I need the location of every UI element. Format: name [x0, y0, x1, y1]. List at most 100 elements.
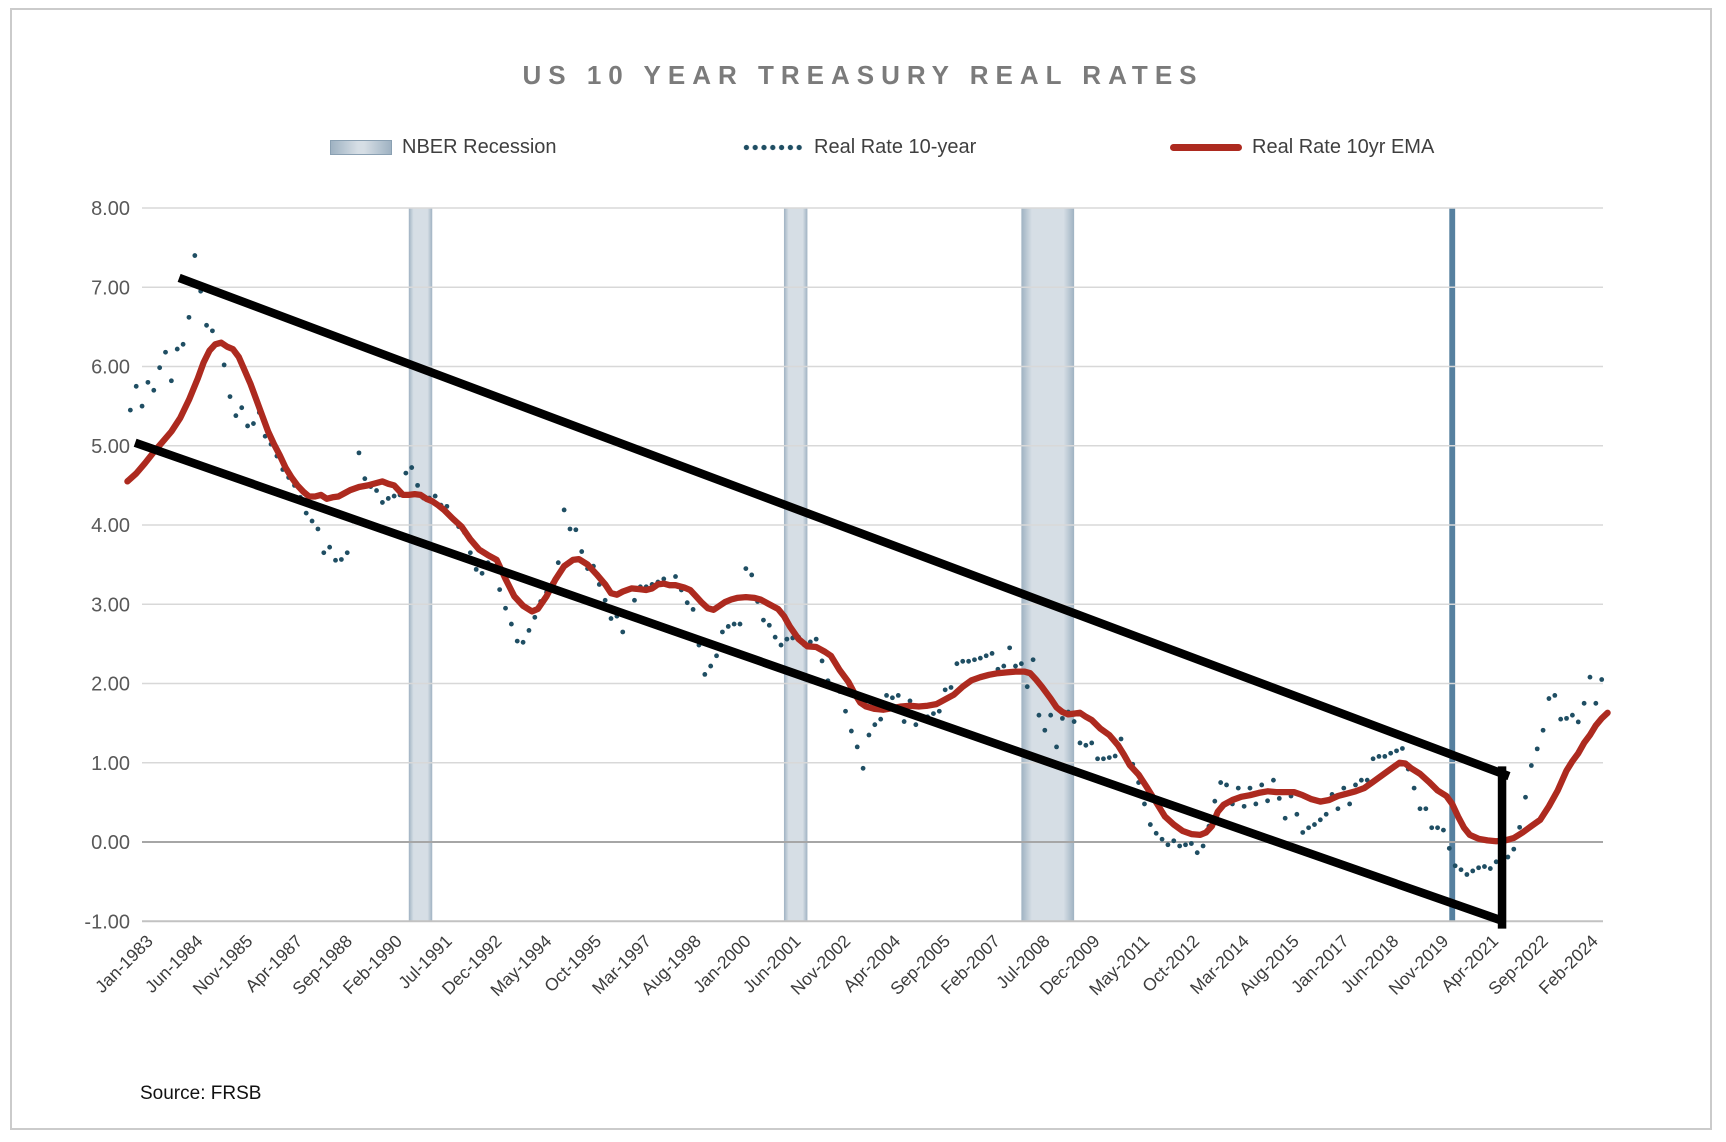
- recession-band: [1021, 208, 1075, 922]
- data-point: [174, 346, 180, 352]
- data-point: [1083, 742, 1089, 748]
- data-point: [1300, 830, 1306, 835]
- series-real-rate-10-year: [127, 253, 1605, 877]
- data-point: [409, 465, 415, 470]
- data-point: [514, 638, 520, 644]
- data-point: [380, 500, 385, 505]
- data-point: [391, 493, 397, 499]
- y-axis-labels: 8.00 7.00 6.00 5.00 4.00 3.00 2.00 1.00 0.00 -1.0…: [84, 198, 130, 933]
- series-real-rate-10yr-ema: [124, 339, 1611, 845]
- data-point: [415, 482, 420, 488]
- data-point: [139, 403, 145, 409]
- data-point: [403, 470, 409, 476]
- data-point: [725, 624, 731, 629]
- data-point: [1030, 657, 1036, 663]
- data-point: [1282, 815, 1288, 821]
- data-point: [1528, 763, 1534, 768]
- data-point: [432, 493, 438, 499]
- y-tick-label: 7.00: [91, 277, 130, 299]
- data-point: [168, 378, 174, 384]
- data-point: [936, 708, 942, 714]
- data-point: [1435, 825, 1440, 831]
- data-point: [374, 488, 379, 493]
- recession-band: [408, 208, 433, 922]
- data-point: [1464, 872, 1470, 877]
- data-point: [860, 765, 866, 771]
- data-point: [210, 328, 215, 334]
- data-point: [338, 557, 344, 562]
- data-point: [1153, 830, 1159, 836]
- y-tick-label: 8.00: [91, 198, 130, 220]
- x-axis-labels: Jan-1983Jun-1984Nov-1985Apr-1987Sep-1988…: [91, 931, 1602, 1000]
- data-point: [1534, 746, 1540, 752]
- data-point: [1101, 756, 1106, 762]
- data-point: [1042, 727, 1048, 733]
- data-point: [157, 365, 163, 371]
- data-point: [1159, 836, 1165, 842]
- data-point: [1517, 824, 1523, 830]
- y-tick-label: 2.00: [91, 674, 130, 696]
- trend-line: [133, 438, 1505, 926]
- data-point: [526, 628, 532, 633]
- data-point: [344, 550, 350, 556]
- data-point: [467, 550, 473, 556]
- legend-item-nber-recession: NBER Recession: [330, 134, 557, 160]
- data-point: [1341, 785, 1347, 791]
- data-point: [749, 572, 755, 578]
- data-point: [1165, 842, 1171, 848]
- data-point: [1511, 846, 1517, 852]
- data-point: [1382, 754, 1388, 759]
- data-point: [813, 636, 819, 642]
- data-point: [661, 576, 667, 582]
- data-point: [1241, 803, 1247, 809]
- data-point: [608, 616, 614, 621]
- data-point: [1493, 859, 1499, 865]
- data-point: [1411, 785, 1417, 791]
- data-point: [743, 566, 749, 571]
- data-point: [1523, 794, 1528, 800]
- recession-band: [783, 208, 808, 922]
- data-point: [1188, 841, 1194, 846]
- legend-label: Real Rate 10-year: [814, 135, 977, 158]
- data-point: [1323, 811, 1329, 817]
- data-point: [303, 510, 309, 516]
- data-point: [473, 566, 479, 572]
- data-point: [854, 744, 860, 750]
- data-point: [1388, 750, 1394, 756]
- data-point: [221, 362, 227, 368]
- data-point: [333, 557, 338, 563]
- data-point: [309, 518, 315, 524]
- data-point: [901, 719, 907, 724]
- data-point: [1095, 756, 1100, 762]
- data-point: [1417, 806, 1423, 812]
- data-point: [1118, 736, 1124, 742]
- data-point: [1394, 748, 1399, 754]
- trend-channel: [133, 273, 1511, 929]
- data-point: [1335, 806, 1341, 812]
- data-point: [960, 658, 966, 664]
- data-point: [1247, 785, 1253, 791]
- data-point: [145, 379, 151, 385]
- data-point: [807, 639, 813, 645]
- data-point: [1482, 864, 1487, 869]
- y-tick-label: 4.00: [91, 515, 130, 537]
- data-point: [1060, 715, 1065, 721]
- chart-title: US 10 YEAR TREASURY REAL RATES: [522, 60, 1204, 90]
- data-point: [972, 657, 977, 663]
- data-point: [1259, 782, 1265, 788]
- data-point: [1001, 663, 1007, 669]
- y-tick-label: 3.00: [91, 594, 130, 616]
- data-point: [684, 600, 690, 606]
- data-point: [954, 661, 960, 667]
- data-point: [1177, 843, 1183, 849]
- data-point: [1370, 756, 1376, 762]
- data-point: [233, 413, 239, 419]
- data-point: [1036, 712, 1042, 718]
- data-point: [385, 496, 391, 501]
- data-point: [784, 636, 790, 642]
- data-point: [948, 685, 954, 690]
- data-point: [520, 639, 526, 645]
- data-point: [1470, 868, 1476, 874]
- data-point: [1558, 716, 1564, 722]
